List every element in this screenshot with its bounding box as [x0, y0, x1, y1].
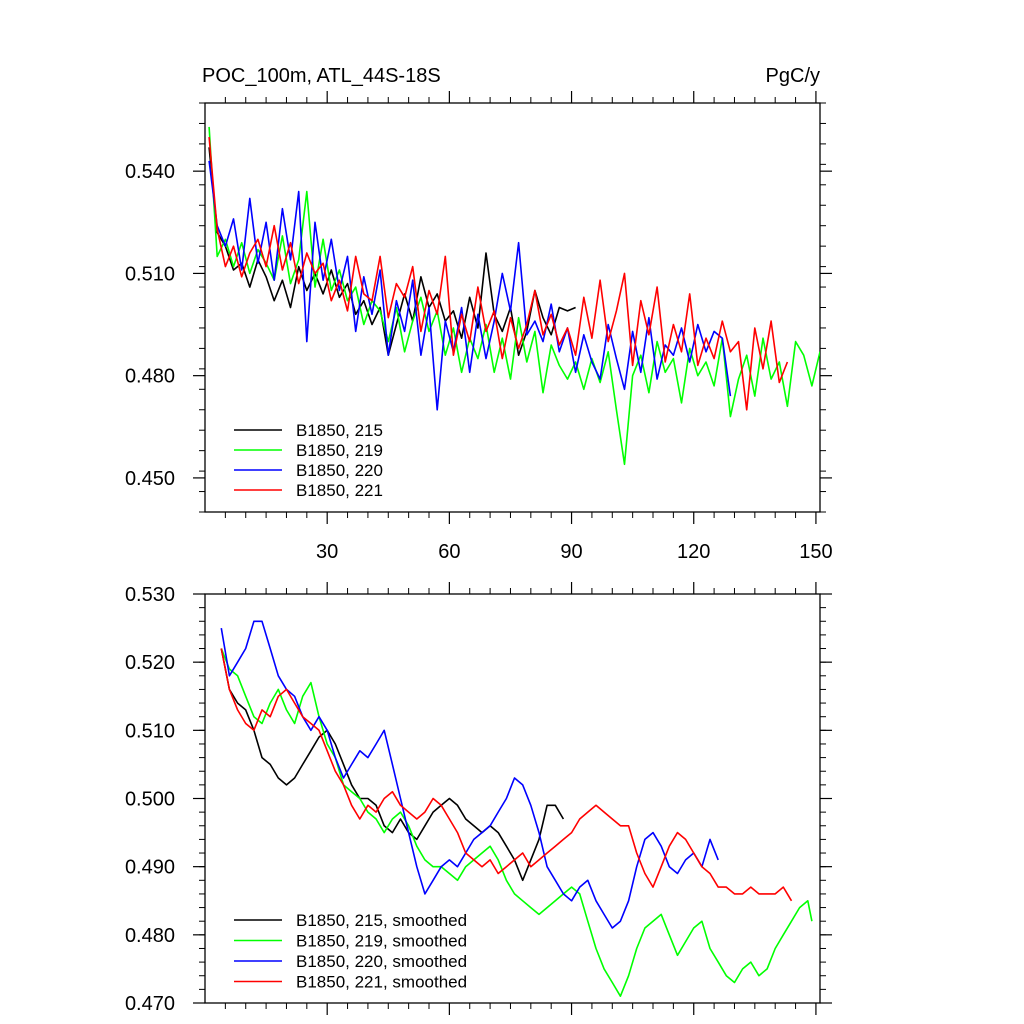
- legend-label-2: B1850, 219: [296, 441, 383, 460]
- y-tick-label: 0.450: [125, 468, 175, 490]
- bottom-panel: 0.470 0.480 0.490 0.500 0.510 0.520 0.530 B1850…: [125, 582, 832, 1015]
- top-panel: 30 60 90 120 150 0.450 0.480 0.510 0.540 POC_100m…: [125, 65, 833, 563]
- y-tick-label: 0.480: [125, 366, 175, 388]
- y-tick-label: 0.490: [125, 857, 175, 879]
- series-line-2: [220, 648, 813, 998]
- legend-label-2: B1850, 219, smoothed: [296, 932, 467, 951]
- series-line-3: [208, 160, 732, 411]
- units-label: PgC/y: [766, 65, 820, 87]
- series-line-2: [208, 126, 820, 466]
- series-line-1: [220, 648, 565, 882]
- y-tick-label: 0.510: [125, 720, 175, 742]
- y-tick-label: 0.510: [125, 263, 175, 285]
- legend-label-3: B1850, 220, smoothed: [296, 952, 467, 971]
- legend-label-4: B1850, 221, smoothed: [296, 973, 467, 992]
- legend-label-1: B1850, 215: [296, 421, 383, 440]
- series-line-4: [208, 137, 789, 411]
- x-tick-label: 150: [799, 541, 832, 563]
- y-tick-label: 0.470: [125, 993, 175, 1015]
- x-tick-label: 30: [316, 541, 338, 563]
- legend-label-3: B1850, 220: [296, 461, 383, 480]
- series-group: [220, 620, 813, 998]
- y-tick-label: 0.500: [125, 789, 175, 811]
- x-tick-label: 90: [560, 541, 582, 563]
- chart-title: POC_100m, ATL_44S-18S: [202, 65, 441, 87]
- y-tick-label: 0.540: [125, 161, 175, 183]
- series-line-4: [220, 648, 793, 902]
- series-line-3: [220, 620, 719, 929]
- x-tick-label: 60: [438, 541, 460, 563]
- y-tick-label: 0.480: [125, 925, 175, 947]
- legend-label-1: B1850, 215, smoothed: [296, 911, 467, 930]
- y-tick-label: 0.520: [125, 652, 175, 674]
- y-tick-label: 0.530: [125, 584, 175, 606]
- x-tick-label: 120: [677, 541, 710, 563]
- series-group: [208, 126, 820, 466]
- legend-label-4: B1850, 221: [296, 481, 383, 500]
